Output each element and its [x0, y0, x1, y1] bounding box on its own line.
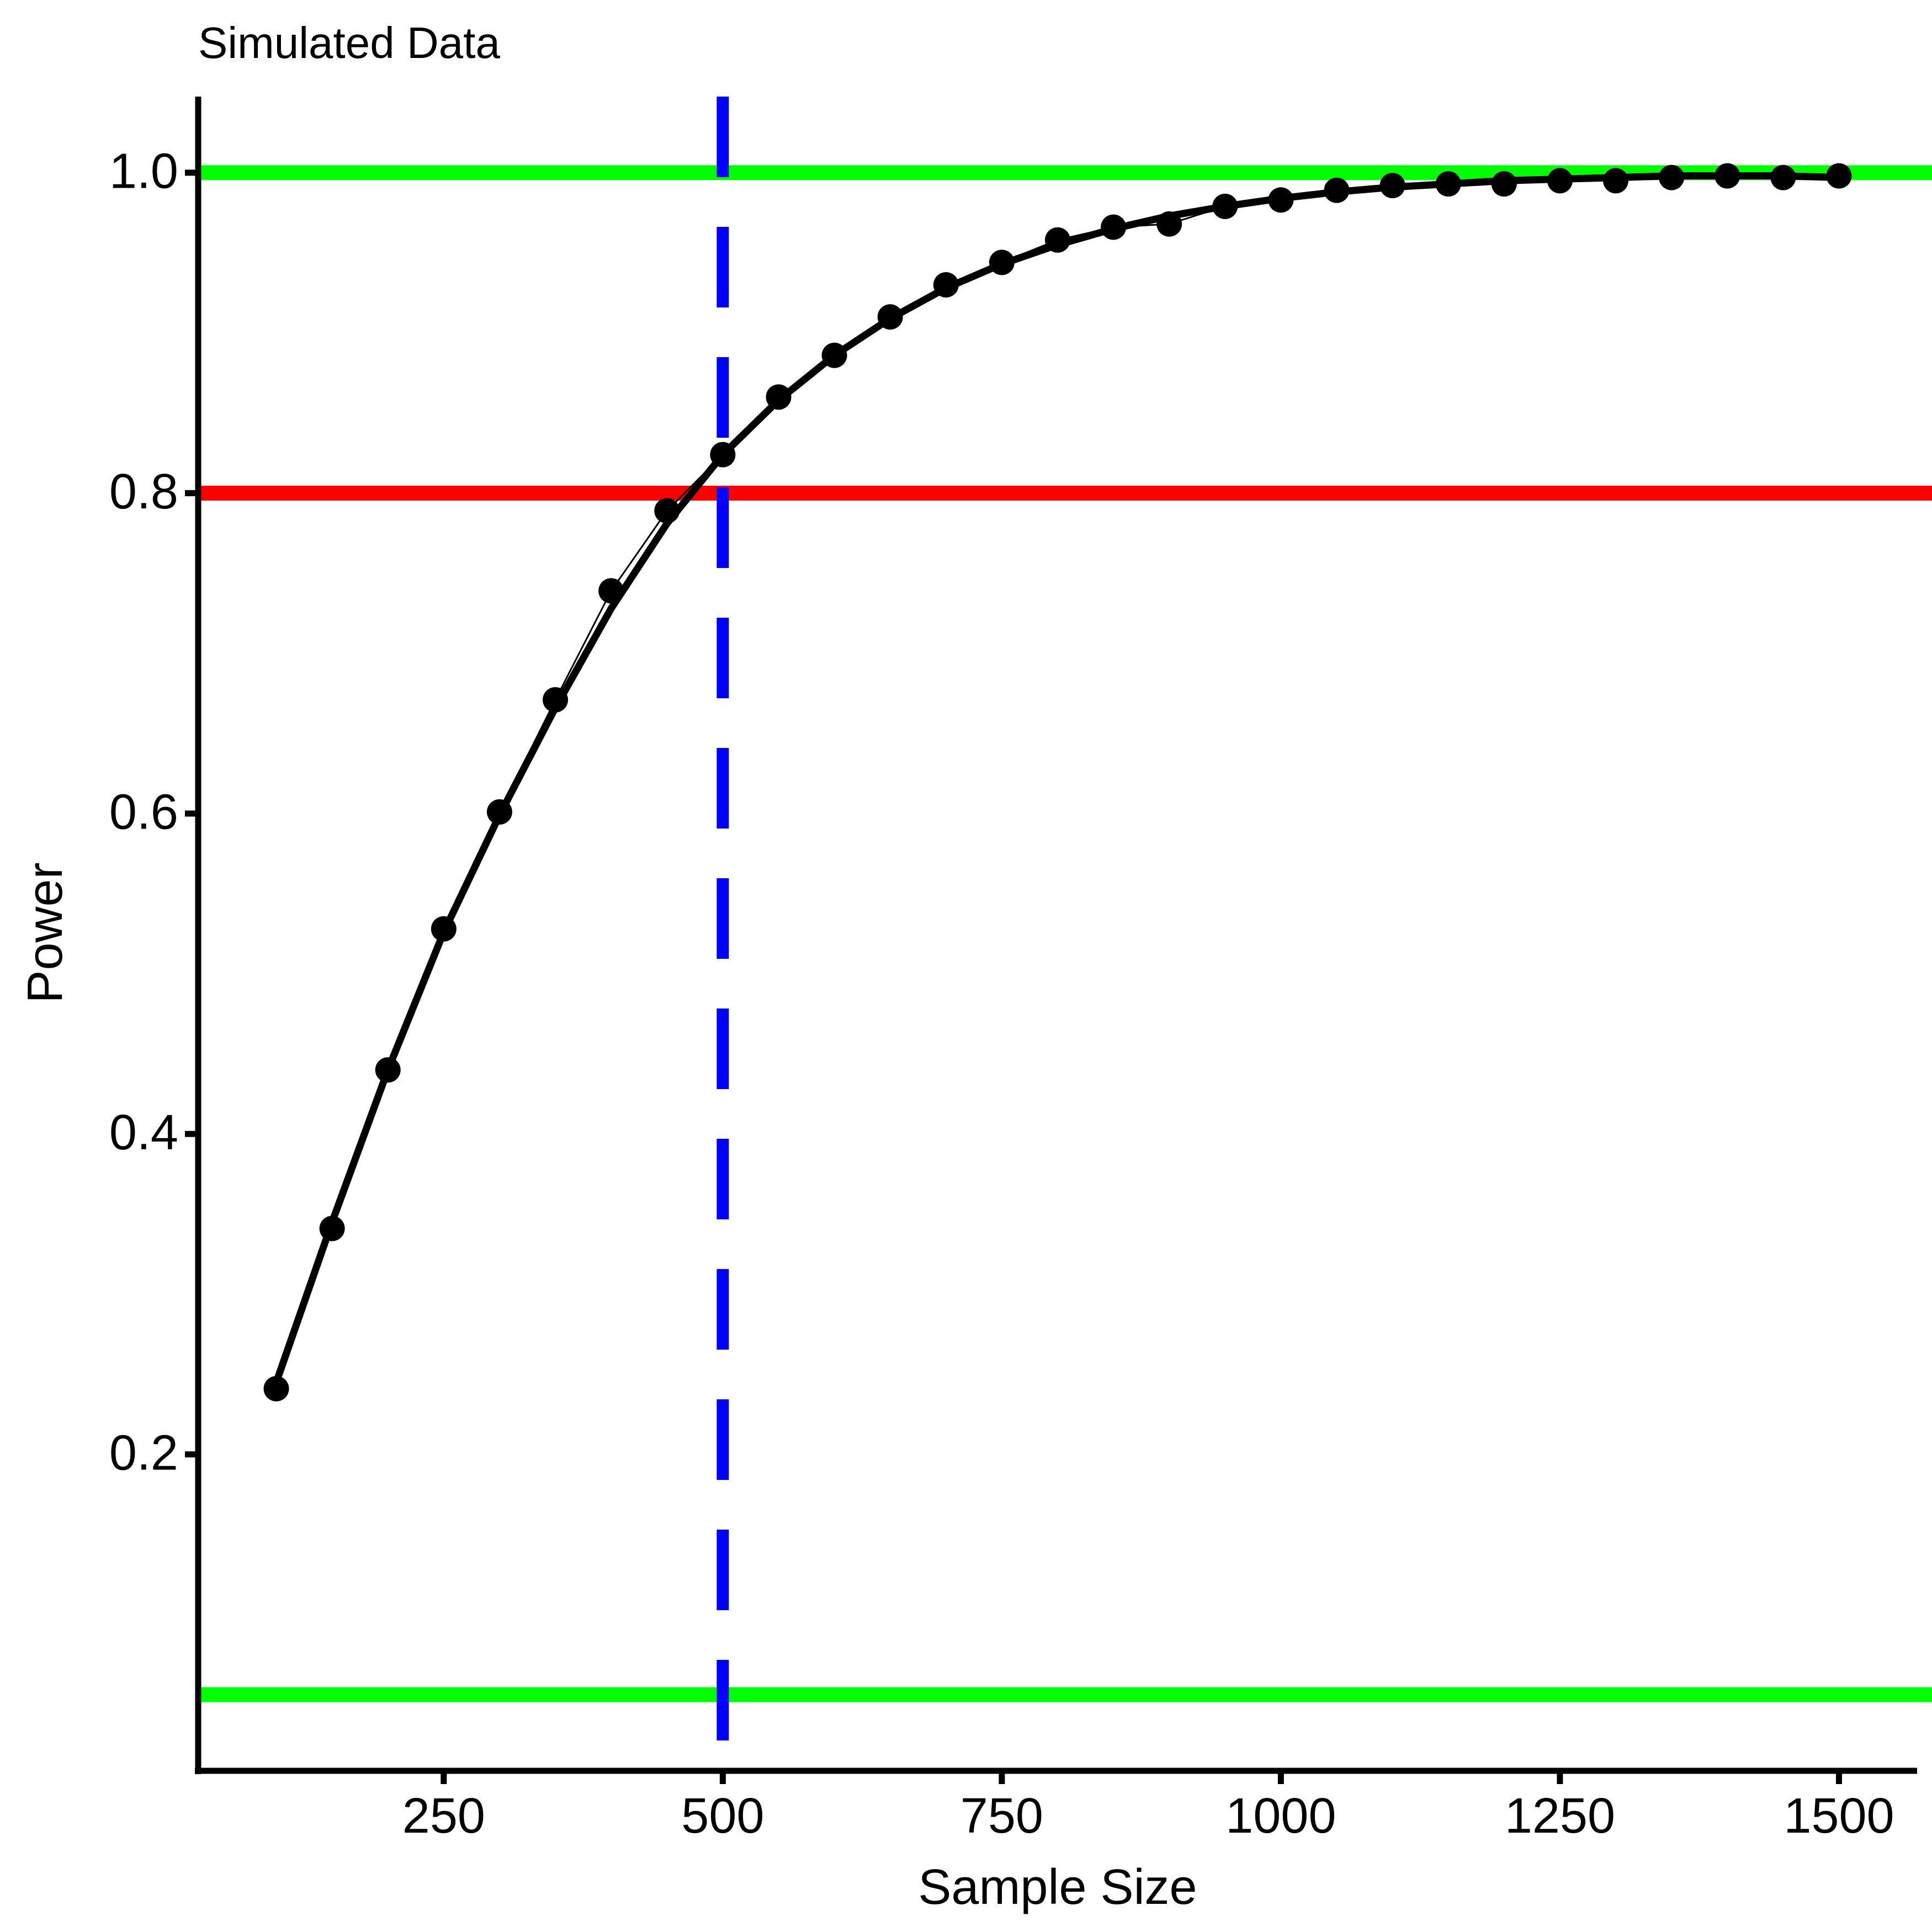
x-tick-label: 500 [681, 1788, 764, 1844]
y-axis-title: Power [18, 862, 73, 1003]
y-tick-label: 0.2 [109, 1426, 178, 1481]
x-tick-label: 750 [960, 1788, 1043, 1844]
data-point [263, 1376, 289, 1402]
data-point [375, 1057, 401, 1083]
data-point [319, 1216, 345, 1241]
data-point [1212, 193, 1238, 219]
data-point [989, 250, 1015, 275]
data-point [1770, 164, 1796, 190]
data-point [543, 687, 569, 713]
y-tick-label: 0.4 [109, 1105, 178, 1160]
data-point [1603, 168, 1629, 194]
data-point [821, 342, 847, 368]
data-point [654, 498, 680, 524]
x-tick-label: 1000 [1225, 1788, 1336, 1844]
data-point [877, 304, 903, 330]
data-point [1491, 171, 1517, 197]
x-tick-label: 1250 [1505, 1788, 1615, 1844]
x-tick-label: 250 [402, 1788, 485, 1844]
data-point [710, 442, 736, 468]
y-tick-label: 0.6 [109, 785, 178, 840]
data-point [766, 384, 792, 410]
y-tick-label: 1.0 [109, 144, 178, 199]
chart-title: Simulated Data [198, 18, 500, 67]
data-point [1268, 187, 1294, 213]
data-point [1045, 227, 1070, 253]
y-tick-label: 0.8 [109, 464, 178, 519]
data-point [1101, 214, 1127, 240]
data-point [1324, 177, 1350, 203]
data-point [486, 799, 512, 825]
data-point [1659, 164, 1685, 190]
data-point [1826, 163, 1852, 189]
data-point [1435, 171, 1461, 197]
data-point [1156, 211, 1182, 237]
x-tick-label: 1500 [1784, 1788, 1894, 1844]
data-point [1715, 163, 1740, 189]
fit-curve [273, 172, 1839, 1384]
data-point [933, 272, 959, 298]
x-axis-title: Sample Size [918, 1860, 1197, 1915]
data-point [431, 916, 457, 942]
data-point [1379, 173, 1405, 199]
data-point [598, 578, 624, 604]
data-line [275, 175, 1839, 1389]
data-point [1547, 168, 1573, 194]
